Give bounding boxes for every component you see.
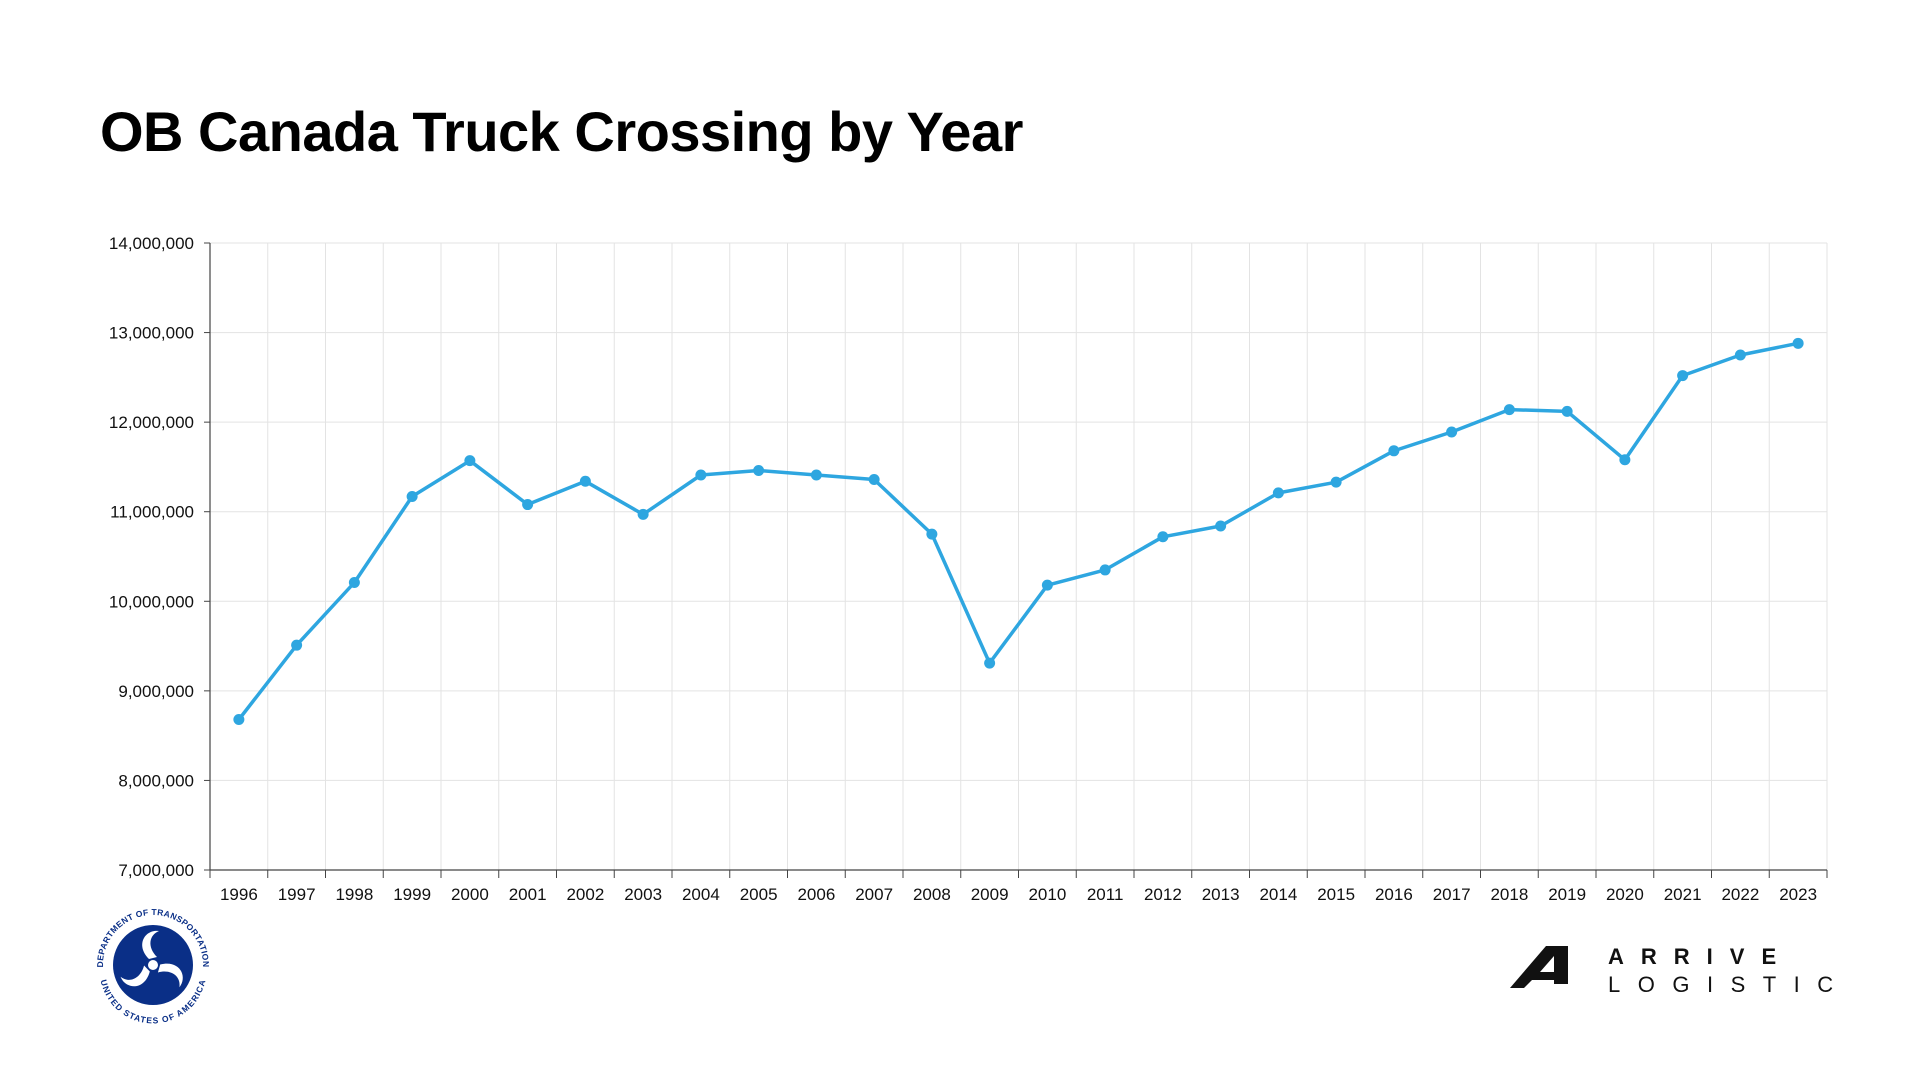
series-points (233, 337, 1804, 726)
data-point (926, 528, 938, 540)
department-of-transportation-seal-icon: DEPARTMENT OF TRANSPORTATION UNITED STAT… (91, 903, 215, 1027)
data-point (348, 576, 360, 588)
x-tick-label: 2011 (1087, 885, 1124, 904)
y-tick-label: 12,000,000 (109, 413, 194, 432)
data-point (1272, 487, 1284, 499)
data-point (1503, 404, 1515, 416)
data-point (1157, 531, 1169, 543)
x-tick-label: 1997 (278, 885, 316, 904)
data-point (1734, 349, 1746, 361)
x-tick-label: 2004 (682, 885, 720, 904)
data-point (1561, 405, 1573, 417)
x-tick-label: 2007 (855, 885, 893, 904)
series-line (237, 341, 1800, 722)
y-axis-tick-labels: 7,000,000 8,000,000 9,000,000 10,000,000 11,… (109, 234, 194, 880)
data-point (695, 469, 707, 481)
x-tick-label: 2003 (624, 885, 662, 904)
series-line-path (237, 341, 1800, 722)
x-tick-label: 2019 (1548, 885, 1586, 904)
x-tick-label: 2017 (1433, 885, 1471, 904)
data-point (1792, 337, 1804, 349)
x-tick-label: 2002 (566, 885, 604, 904)
x-tick-label: 2018 (1490, 885, 1528, 904)
axes (204, 242, 1828, 878)
x-tick-label: 2016 (1375, 885, 1413, 904)
data-point (868, 473, 880, 485)
data-point (1215, 520, 1227, 532)
x-tick-label: 2010 (1028, 885, 1066, 904)
y-tick-label: 8,000,000 (118, 771, 194, 790)
x-tick-label: 2013 (1202, 885, 1240, 904)
y-tick-label: 9,000,000 (118, 682, 194, 701)
data-point (1388, 445, 1400, 457)
x-tick-label: 2015 (1317, 885, 1355, 904)
x-tick-label: 2022 (1721, 885, 1759, 904)
data-point (1446, 426, 1458, 438)
data-point (579, 475, 591, 487)
data-point (810, 469, 822, 481)
x-tick-label: 2006 (797, 885, 835, 904)
x-tick-label: 1999 (393, 885, 431, 904)
x-tick-label: 2009 (971, 885, 1009, 904)
x-axis-tick-labels: 1996 1997 1998 1999 2000 2001 2002 2003 2004 2005… (220, 885, 1817, 904)
x-tick-label: 2023 (1779, 885, 1817, 904)
arrive-logistics-logo-icon: ARRIVE LOGISTICS (1510, 944, 1840, 997)
logistics-wordmark: LOGISTICS (1608, 972, 1840, 997)
data-point (464, 455, 476, 467)
x-tick-label: 2012 (1144, 885, 1182, 904)
x-tick-label: 1998 (335, 885, 373, 904)
x-tick-label: 2014 (1259, 885, 1297, 904)
y-tick-label: 11,000,000 (110, 503, 194, 522)
x-tick-label: 2020 (1606, 885, 1644, 904)
y-tick-label: 13,000,000 (109, 324, 194, 343)
arrive-wordmark: ARRIVE (1608, 944, 1793, 969)
data-point (753, 465, 765, 477)
data-point (984, 657, 996, 669)
data-point (233, 714, 245, 726)
data-point (406, 490, 418, 502)
y-tick-label: 7,000,000 (118, 861, 194, 880)
x-tick-label: 2021 (1664, 885, 1702, 904)
x-tick-label: 2001 (509, 885, 547, 904)
data-point (522, 499, 534, 511)
data-point (637, 508, 649, 520)
data-point (1041, 579, 1053, 591)
y-tick-label: 10,000,000 (109, 592, 194, 611)
x-tick-label: 2000 (451, 885, 489, 904)
grid-lines (210, 242, 1828, 870)
x-tick-label: 2005 (740, 885, 778, 904)
data-point (1330, 476, 1342, 488)
data-point (1099, 564, 1111, 576)
chart-title: OB Canada Truck Crossing by Year (100, 100, 1023, 163)
x-tick-label: 2008 (913, 885, 951, 904)
y-tick-label: 14,000,000 (109, 234, 194, 253)
data-point (1677, 370, 1689, 382)
x-tick-label: 1996 (220, 885, 258, 904)
data-point (291, 639, 303, 651)
data-point (1619, 454, 1631, 466)
